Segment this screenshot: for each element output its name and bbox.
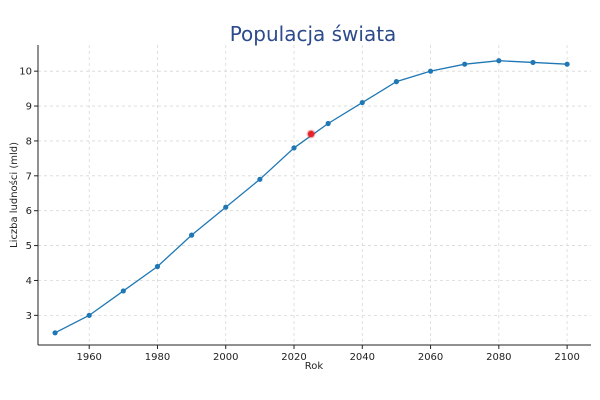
data-point <box>462 61 468 67</box>
data-point <box>154 263 161 270</box>
data-point <box>52 330 58 336</box>
data-point <box>257 176 263 182</box>
y-tick-label: 8 <box>26 136 32 147</box>
x-tick-label: 2000 <box>213 352 238 363</box>
x-tick-label: 2060 <box>418 352 443 363</box>
data-point <box>86 312 92 318</box>
data-point <box>564 61 570 67</box>
data-point <box>427 68 434 74</box>
series-line <box>54 60 568 334</box>
data-point <box>530 59 536 66</box>
data-point <box>120 288 126 294</box>
y-tick-label: 9 <box>26 102 32 113</box>
x-tick-label: 1980 <box>145 352 170 363</box>
x-tick-label: 2020 <box>281 352 306 363</box>
series-layer <box>52 58 570 336</box>
y-tick-label: 3 <box>26 311 32 322</box>
axes: 1960 1980 2000 2020 2040 2060 2080 2100 3 4 5 6 7 8 9 1… <box>19 45 591 363</box>
chart-title: Populacja świata <box>230 22 397 46</box>
y-tick-label: 6 <box>26 206 32 217</box>
y-tick-label: 5 <box>26 241 32 252</box>
data-point <box>291 145 297 151</box>
x-axis-label: Rok <box>305 361 324 372</box>
grid <box>38 45 591 345</box>
data-point <box>223 204 229 210</box>
y-tick-label: 10 <box>19 67 32 78</box>
highlight-point <box>307 130 315 138</box>
data-point <box>359 99 365 106</box>
y-axis-label: Liczba ludności (mld) <box>8 142 20 248</box>
y-tick-label: 7 <box>26 171 32 182</box>
data-point <box>325 120 331 127</box>
x-tick-label: 1960 <box>76 352 101 363</box>
data-point <box>393 79 400 85</box>
data-point <box>496 58 502 64</box>
y-tick-label: 4 <box>26 276 32 287</box>
x-tick-label: 2040 <box>350 352 375 363</box>
x-tick-label: 2100 <box>554 352 579 363</box>
x-tick-label: 2080 <box>486 352 511 363</box>
data-point <box>189 232 195 238</box>
